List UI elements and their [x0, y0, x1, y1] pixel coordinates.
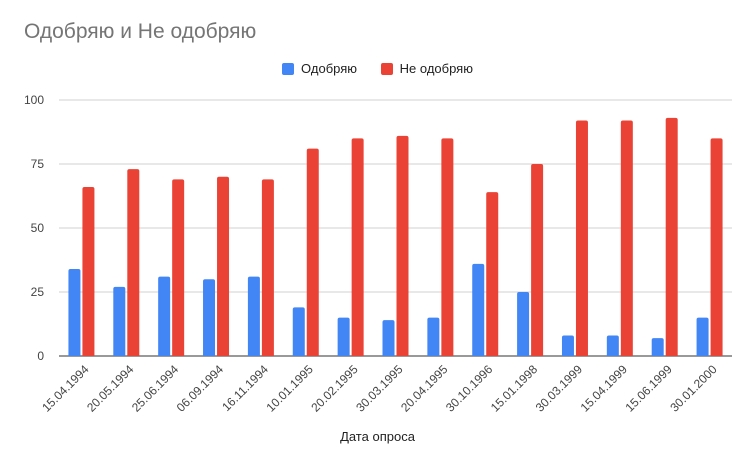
legend: Одобряю Не одобряю: [0, 61, 755, 78]
bar-disapprove: [351, 138, 364, 356]
y-tick-label: 0: [37, 349, 44, 363]
bar-approve: [472, 263, 485, 356]
x-tick-label: 20.02.1995: [308, 362, 361, 415]
bar-disapprove: [531, 164, 544, 356]
bar-disapprove: [486, 192, 499, 356]
bar-approve: [696, 317, 709, 356]
legend-item-disapprove[interactable]: Не одобряю: [380, 61, 473, 76]
x-tick-label: 20.05.1994: [84, 362, 137, 415]
bar-approve: [158, 276, 171, 356]
bar-disapprove: [217, 176, 230, 356]
bar-approve: [247, 276, 260, 356]
x-tick-label: 06.09.1994: [174, 362, 227, 415]
y-tick-label: 75: [31, 157, 45, 171]
bar-approve: [651, 338, 664, 356]
bar-approve: [606, 335, 619, 356]
x-tick-label: 15.01.1998: [488, 362, 541, 415]
legend-label-approve: Одобряю: [301, 61, 358, 76]
bar-disapprove: [441, 138, 454, 356]
x-tick-label: 15.04.1999: [578, 362, 631, 415]
legend-swatch-approve: [282, 62, 295, 75]
bar-disapprove: [620, 120, 633, 356]
x-tick-label: 20.04.1995: [398, 362, 451, 415]
legend-item-approve[interactable]: Одобряю: [282, 61, 357, 76]
bar-approve: [292, 307, 305, 356]
bar-approve: [427, 317, 440, 356]
x-tick-label: 25.06.1994: [129, 362, 182, 415]
bar-approve: [561, 335, 574, 356]
bar-disapprove: [306, 148, 319, 356]
y-tick-label: 50: [31, 221, 45, 235]
x-tick-label: 15.06.1999: [622, 362, 675, 415]
bar-disapprove: [82, 187, 95, 356]
bar-approve: [382, 320, 395, 356]
bar-approve: [68, 268, 81, 356]
bar-approve: [337, 317, 350, 356]
legend-swatch-disapprove: [380, 62, 393, 75]
y-tick-label: 25: [31, 285, 45, 299]
x-tick-label: 30.03.1999: [533, 362, 586, 415]
x-tick-label: 15.04.1994: [39, 362, 92, 415]
bar-approve: [517, 292, 530, 356]
bar-disapprove: [665, 117, 678, 356]
bar-approve: [113, 286, 126, 356]
x-tick-label: 10.01.1995: [264, 362, 317, 415]
bar-disapprove: [575, 120, 588, 356]
bar-disapprove: [396, 135, 409, 356]
bar-disapprove: [710, 138, 723, 356]
legend-label-disapprove: Не одобряю: [399, 61, 473, 76]
bar-disapprove: [261, 179, 274, 356]
bar-approve: [203, 279, 216, 356]
bar-disapprove: [172, 179, 185, 356]
x-tick-label: 30.03.1995: [353, 362, 406, 415]
x-tick-label: 30.10.1996: [443, 362, 496, 415]
x-axis-label: Дата опроса: [340, 429, 415, 444]
y-tick-label: 100: [24, 93, 44, 107]
x-tick-label: 30.01.2000: [667, 362, 720, 415]
bar-disapprove: [127, 169, 140, 356]
chart-title: Одобряю и Не одобряю: [24, 20, 257, 43]
x-tick-label: 16.11.1994: [219, 362, 271, 414]
